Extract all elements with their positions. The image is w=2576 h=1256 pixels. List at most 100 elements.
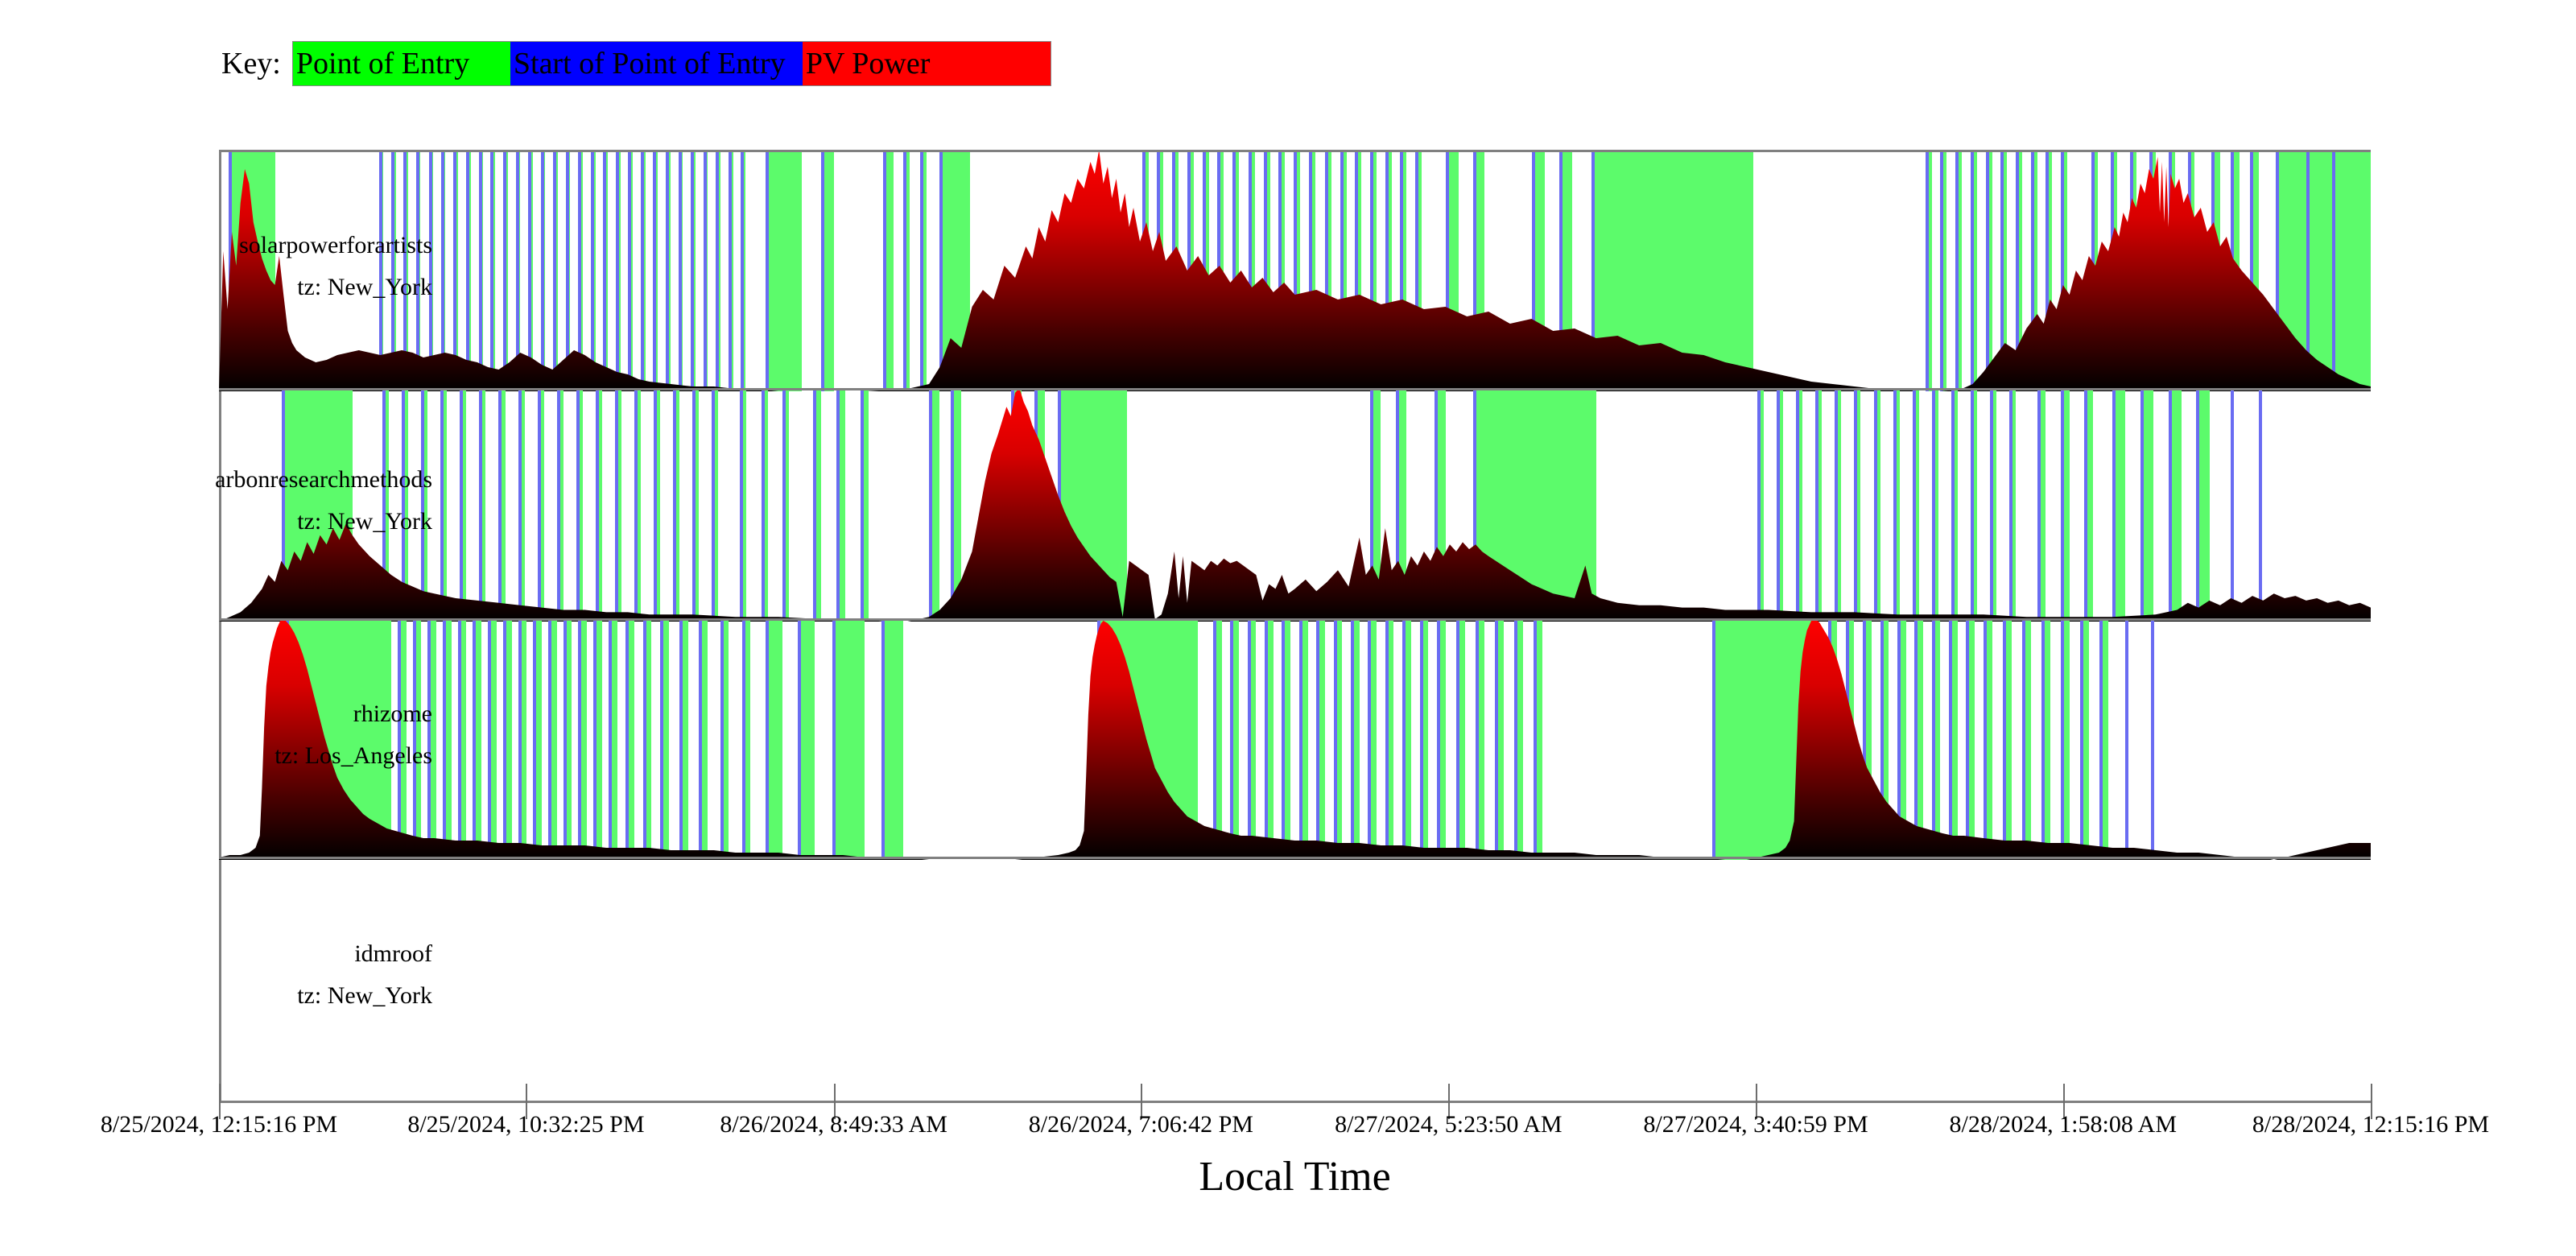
row-label-name: solarpowerforartists	[239, 232, 432, 258]
panel-divider	[219, 857, 2371, 859]
point-of-entry-band	[498, 388, 506, 622]
start-of-point-of-entry-marker	[2151, 618, 2155, 860]
start-of-point-of-entry-marker	[1298, 618, 1302, 860]
start-of-point-of-entry-marker	[1455, 618, 1459, 860]
start-of-point-of-entry-marker	[703, 150, 707, 391]
start-of-point-of-entry-marker	[929, 388, 933, 622]
point-of-entry-band	[1385, 618, 1394, 860]
start-of-point-of-entry-marker	[625, 618, 630, 860]
row-label-idmroof: idmroof tz: New_York	[207, 941, 432, 1009]
point-of-entry-band	[1247, 618, 1257, 860]
start-of-point-of-entry-marker	[2046, 150, 2050, 391]
point-of-entry-band	[576, 388, 583, 622]
point-of-entry-band	[397, 618, 407, 860]
start-of-point-of-entry-marker	[479, 388, 483, 622]
start-of-point-of-entry-marker	[1940, 150, 1944, 391]
start-of-point-of-entry-marker	[1324, 150, 1328, 391]
point-of-entry-band	[2084, 388, 2094, 622]
point-of-entry-band	[679, 618, 688, 860]
start-of-point-of-entry-marker	[1265, 618, 1269, 860]
start-of-point-of-entry-marker	[1777, 388, 1781, 622]
start-of-point-of-entry-marker	[1473, 388, 1477, 622]
start-of-point-of-entry-marker	[1435, 388, 1439, 622]
point-of-entry-band	[881, 618, 903, 860]
start-of-point-of-entry-marker	[2015, 150, 2019, 391]
start-of-point-of-entry-marker	[2030, 150, 2034, 391]
point-of-entry-band	[1835, 388, 1842, 622]
start-of-point-of-entry-marker	[421, 388, 425, 622]
start-of-point-of-entry-marker	[1931, 618, 1935, 860]
point-of-entry-band	[692, 388, 700, 622]
start-of-point-of-entry-marker	[603, 150, 607, 391]
start-of-point-of-entry-marker	[473, 618, 477, 860]
point-of-entry-band	[836, 388, 845, 622]
point-of-entry-band	[798, 618, 815, 860]
pv-power-area	[219, 618, 2371, 860]
point-of-entry-band	[412, 618, 422, 860]
start-of-point-of-entry-marker	[2000, 150, 2004, 391]
point-of-entry-band	[2061, 150, 2068, 391]
point-of-entry-band	[1985, 150, 1992, 391]
point-of-entry-band	[1324, 150, 1331, 391]
point-of-entry-band	[1368, 618, 1377, 860]
start-of-point-of-entry-marker	[659, 618, 663, 860]
start-of-point-of-entry-marker	[1955, 150, 1959, 391]
start-of-point-of-entry-marker	[761, 388, 765, 622]
row-label-name: rhizome	[353, 700, 432, 727]
point-of-entry-band	[1265, 618, 1274, 860]
point-of-entry-band	[712, 388, 719, 622]
start-of-point-of-entry-marker	[1989, 388, 1993, 622]
legend-label-start-of-point-of-entry: Start of Point of Entry	[513, 47, 786, 81]
start-of-point-of-entry-marker	[465, 150, 469, 391]
pv-power-area	[219, 150, 2371, 391]
start-of-point-of-entry-marker	[920, 150, 924, 391]
start-of-point-of-entry-marker	[1880, 618, 1884, 860]
point-of-entry-band	[1897, 618, 1906, 860]
start-of-point-of-entry-marker	[939, 150, 943, 391]
panel-divider	[219, 388, 2371, 390]
start-of-point-of-entry-marker	[821, 150, 825, 391]
start-of-point-of-entry-marker	[1278, 150, 1282, 391]
point-of-entry-band	[2061, 388, 2070, 622]
point-of-entry-band	[2061, 618, 2070, 860]
point-of-entry-band	[920, 150, 927, 391]
start-of-point-of-entry-marker	[412, 618, 416, 860]
start-of-point-of-entry-marker	[590, 150, 594, 391]
point-of-entry-band	[1940, 150, 1947, 391]
start-of-point-of-entry-marker	[1863, 618, 1867, 860]
point-of-entry-band	[479, 388, 486, 622]
point-of-entry-band	[699, 618, 708, 860]
y-axis-line	[219, 150, 221, 1102]
start-of-point-of-entry-marker	[1232, 150, 1236, 391]
start-of-point-of-entry-marker	[2061, 150, 2065, 391]
start-of-point-of-entry-marker	[1263, 150, 1267, 391]
start-of-point-of-entry-marker	[576, 388, 580, 622]
point-of-entry-band	[1796, 388, 1803, 622]
start-of-point-of-entry-marker	[440, 150, 444, 391]
start-of-point-of-entry-marker	[860, 388, 864, 622]
point-of-entry-band	[1415, 150, 1422, 391]
start-of-point-of-entry-marker	[653, 150, 657, 391]
start-of-point-of-entry-marker	[782, 388, 786, 622]
start-of-point-of-entry-marker	[903, 150, 906, 391]
point-of-entry-band	[563, 618, 572, 860]
point-of-entry-band	[860, 388, 869, 622]
start-of-point-of-entry-marker	[490, 150, 494, 391]
row-label-timezone: tz: New_York	[297, 981, 432, 1009]
start-of-point-of-entry-marker	[515, 150, 519, 391]
start-of-point-of-entry-marker	[950, 388, 954, 622]
legend-title: Key:	[221, 47, 281, 81]
start-of-point-of-entry-marker	[678, 150, 682, 391]
start-of-point-of-entry-marker	[665, 150, 669, 391]
panel-idmroof	[219, 857, 2371, 1101]
point-of-entry-band	[1854, 388, 1861, 622]
point-of-entry-band	[518, 388, 525, 622]
start-of-point-of-entry-marker	[1370, 388, 1374, 622]
start-of-point-of-entry-marker	[2196, 388, 2200, 622]
start-of-point-of-entry-marker	[2259, 388, 2262, 622]
point-of-entry-band	[1514, 618, 1523, 860]
start-of-point-of-entry-marker	[1445, 150, 1449, 391]
row-label-arbonresearchmethods: arbonresearchmethods tz: New_York	[207, 468, 432, 534]
point-of-entry-band	[595, 388, 602, 622]
start-of-point-of-entry-marker	[2061, 618, 2065, 860]
